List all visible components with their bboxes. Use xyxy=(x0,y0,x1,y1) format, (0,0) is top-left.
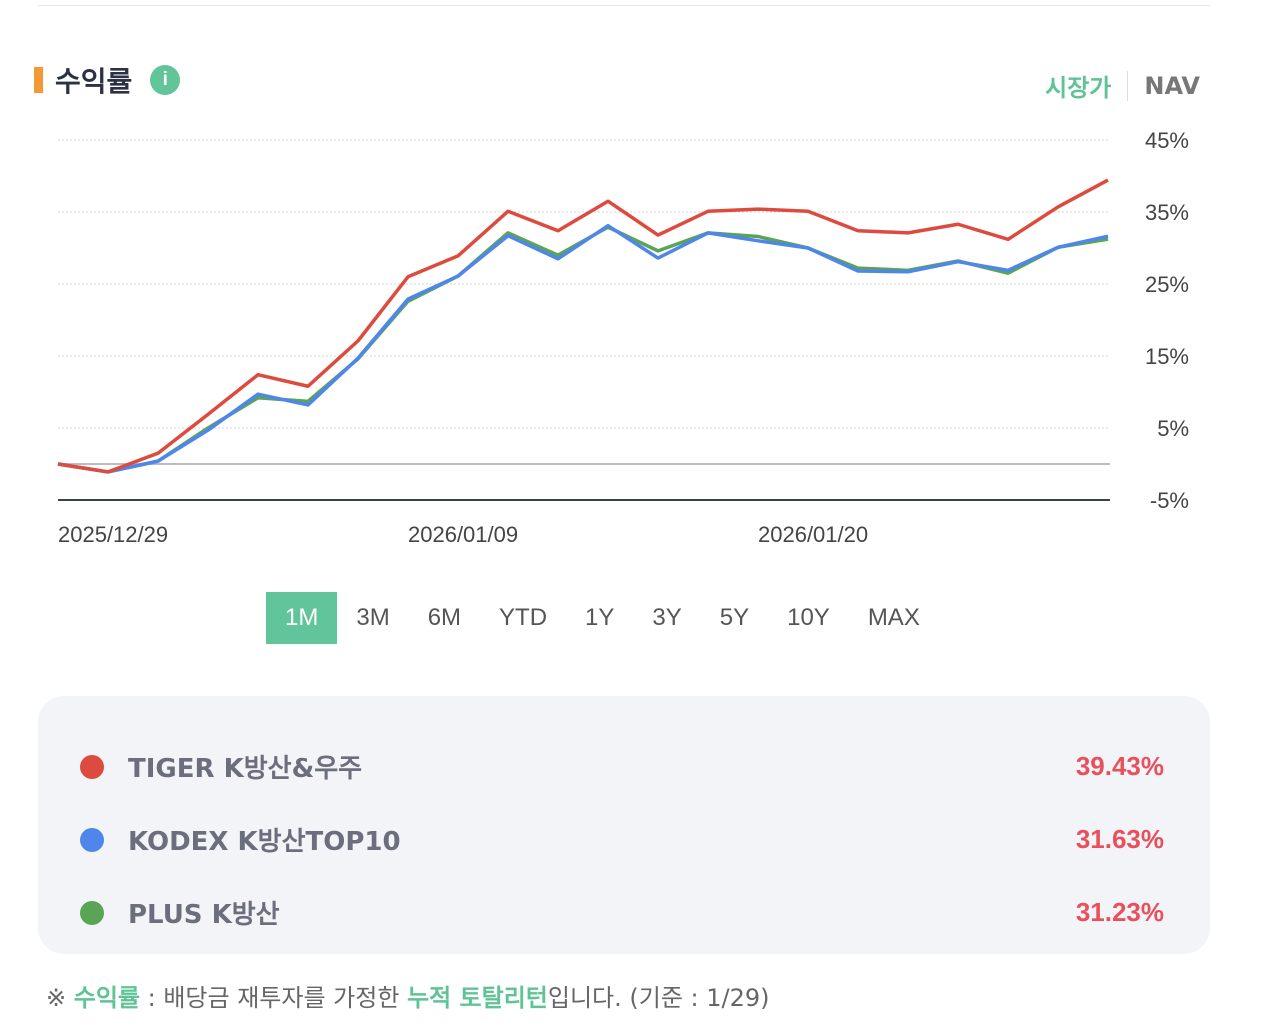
period-3m[interactable]: 3M xyxy=(356,604,390,631)
y-tick-label: 15% xyxy=(1145,344,1189,369)
legend-value: 39.43% xyxy=(1075,751,1164,781)
period-max[interactable]: MAX xyxy=(867,604,920,631)
legend-row: PLUS K방산 31.23% xyxy=(38,876,1210,949)
toggle-market-price[interactable]: 시장가 xyxy=(1045,74,1112,102)
note-term2: 누적 토탈리턴 xyxy=(407,984,548,1012)
x-tick-label: 2025/12/29 xyxy=(58,522,168,547)
y-tick-label: 35% xyxy=(1145,200,1189,225)
toggle-nav[interactable]: NAV xyxy=(1144,71,1200,100)
y-tick-label: -5% xyxy=(1150,488,1189,513)
toggle-divider xyxy=(1127,70,1129,101)
x-tick-label: 2026/01/09 xyxy=(408,522,518,547)
top-divider xyxy=(38,5,1210,6)
note-term: 수익률 xyxy=(73,984,140,1012)
legend-value: 31.23% xyxy=(1075,897,1164,927)
y-tick-label: 45% xyxy=(1145,128,1189,153)
section-title: 수익률 xyxy=(55,65,133,98)
x-tick-label: 2026/01/20 xyxy=(758,522,868,547)
series-dot-icon xyxy=(80,754,104,779)
series-dot-icon xyxy=(80,827,104,852)
legend-value: 31.63% xyxy=(1075,824,1164,854)
series-dot-icon xyxy=(80,900,104,925)
series-line-1 xyxy=(57,223,1109,474)
footnote: ※ 수익률 : 배당금 재투자를 가정한 누적 토탈리턴입니다. (기준 : 1… xyxy=(46,978,770,1013)
price-type-toggle: 시장가 NAV xyxy=(1045,68,1200,103)
series-line-0 xyxy=(57,178,1109,474)
info-icon[interactable]: i xyxy=(150,65,181,95)
legend-name: KODEX K방산TOP10 xyxy=(128,827,401,857)
period-1m[interactable]: 1M xyxy=(266,592,338,644)
section-header: 수익률 i xyxy=(34,60,181,100)
title-accent-bar xyxy=(34,67,43,93)
period-selector: 1M 3M 6M YTD 1Y 3Y 5Y 10Y MAX xyxy=(266,592,939,644)
period-1y[interactable]: 1Y xyxy=(585,604,615,631)
note-suffix: 입니다. (기준 : 1/29) xyxy=(547,984,770,1012)
legend-name: PLUS K방산 xyxy=(128,900,280,930)
period-10y[interactable]: 10Y xyxy=(787,604,830,631)
return-chart: 45% 35% 25% 15% 5% -5% 2025/12/29 2026/01/09 202… xyxy=(57,128,1189,547)
legend-row: TIGER K방산&우주 39.43% xyxy=(38,730,1210,803)
period-5y[interactable]: 5Y xyxy=(719,604,750,631)
period-6m[interactable]: 6M xyxy=(427,604,462,631)
legend-row: KODEX K방산TOP10 31.63% xyxy=(38,803,1210,876)
period-3y[interactable]: 3Y xyxy=(652,604,682,631)
y-tick-label: 5% xyxy=(1157,416,1189,441)
y-tick-label: 25% xyxy=(1145,272,1189,297)
note-text: : 배당금 재투자를 가정한 xyxy=(140,984,408,1012)
legend-name: TIGER K방산&우주 xyxy=(128,754,363,784)
period-ytd[interactable]: YTD xyxy=(499,604,548,631)
legend-panel: TIGER K방산&우주 39.43% KODEX K방산TOP10 31.63% … xyxy=(38,696,1210,954)
note-mark: ※ xyxy=(46,984,74,1012)
